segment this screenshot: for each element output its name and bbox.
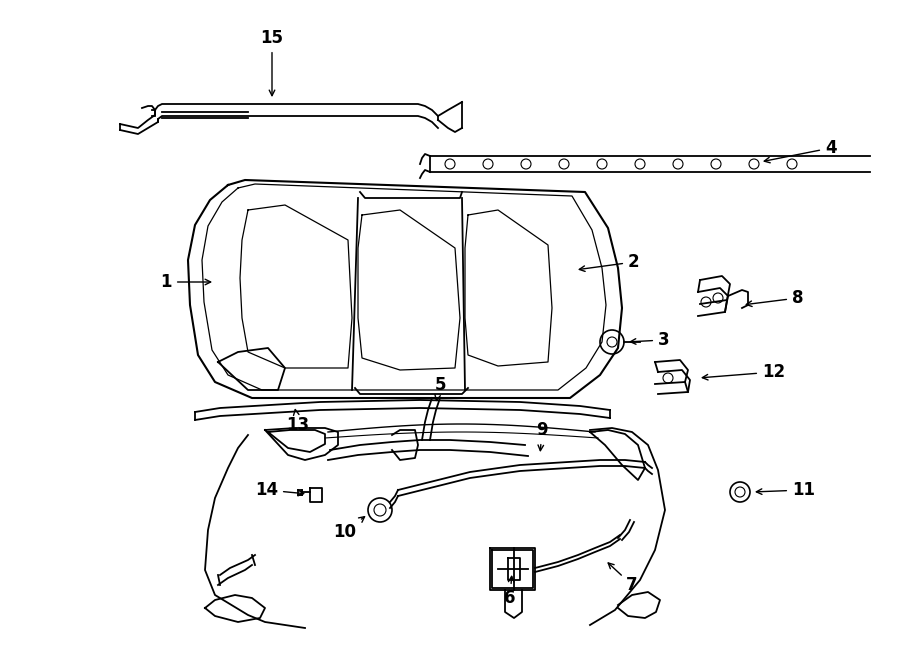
Text: 3: 3 [630,331,670,349]
Text: 15: 15 [260,29,284,96]
Text: 7: 7 [608,563,638,594]
Text: 6: 6 [504,576,516,607]
Text: 8: 8 [746,289,804,307]
Text: 13: 13 [286,409,310,434]
Text: 4: 4 [764,139,837,163]
Text: 12: 12 [702,363,785,381]
Text: 10: 10 [334,517,364,541]
Text: 9: 9 [536,421,548,451]
Text: 14: 14 [255,481,303,499]
Text: 5: 5 [434,376,446,401]
Text: 1: 1 [160,273,211,291]
Text: 11: 11 [756,481,815,499]
Text: 2: 2 [580,253,640,272]
